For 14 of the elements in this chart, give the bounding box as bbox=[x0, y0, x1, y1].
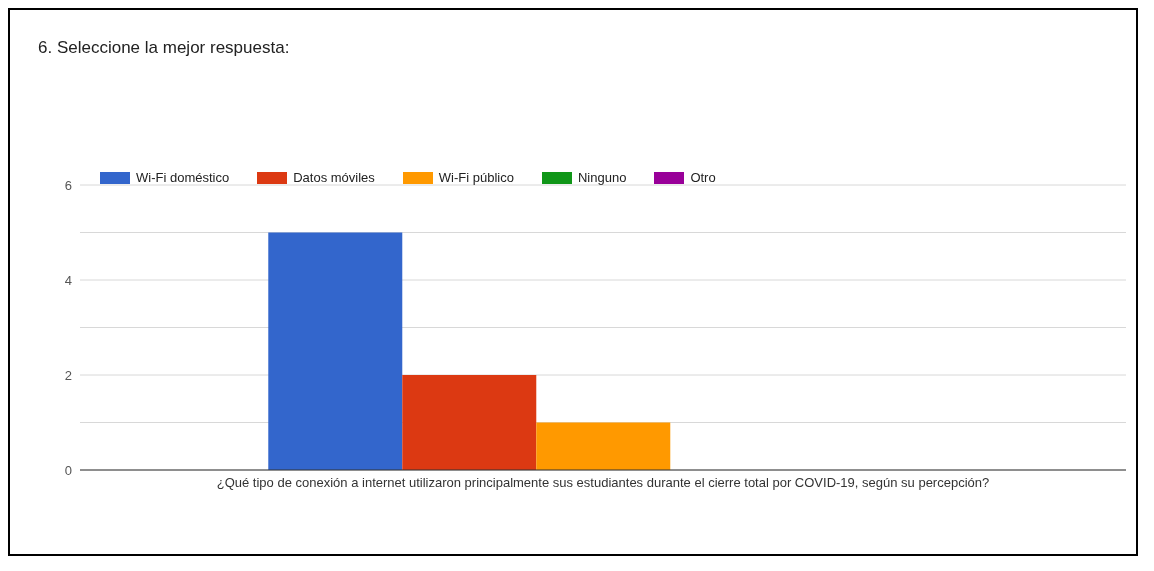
y-tick-label: 4 bbox=[64, 272, 72, 288]
bar bbox=[402, 375, 537, 470]
bar bbox=[536, 422, 671, 470]
legend-label: Otro bbox=[689, 170, 716, 185]
legend-label: Ninguno bbox=[576, 170, 627, 185]
legend-label: Wi-Fi público bbox=[437, 170, 514, 185]
y-tick-label: 2 bbox=[64, 367, 72, 383]
legend-label: Wi-Fi doméstico bbox=[135, 170, 230, 185]
y-tick-label: 6 bbox=[64, 177, 72, 193]
bar bbox=[268, 232, 403, 470]
y-tick-label: 0 bbox=[64, 462, 72, 478]
chart-title: 6. Seleccione la mejor respuesta: bbox=[38, 38, 290, 58]
x-tick-label: ¿Qué tipo de conexión a internet utilizaron principalmente sus estudiantes durante el cierre total por COVID-19, según su percepción? bbox=[216, 475, 990, 491]
legend-label: Datos móviles bbox=[292, 170, 375, 185]
